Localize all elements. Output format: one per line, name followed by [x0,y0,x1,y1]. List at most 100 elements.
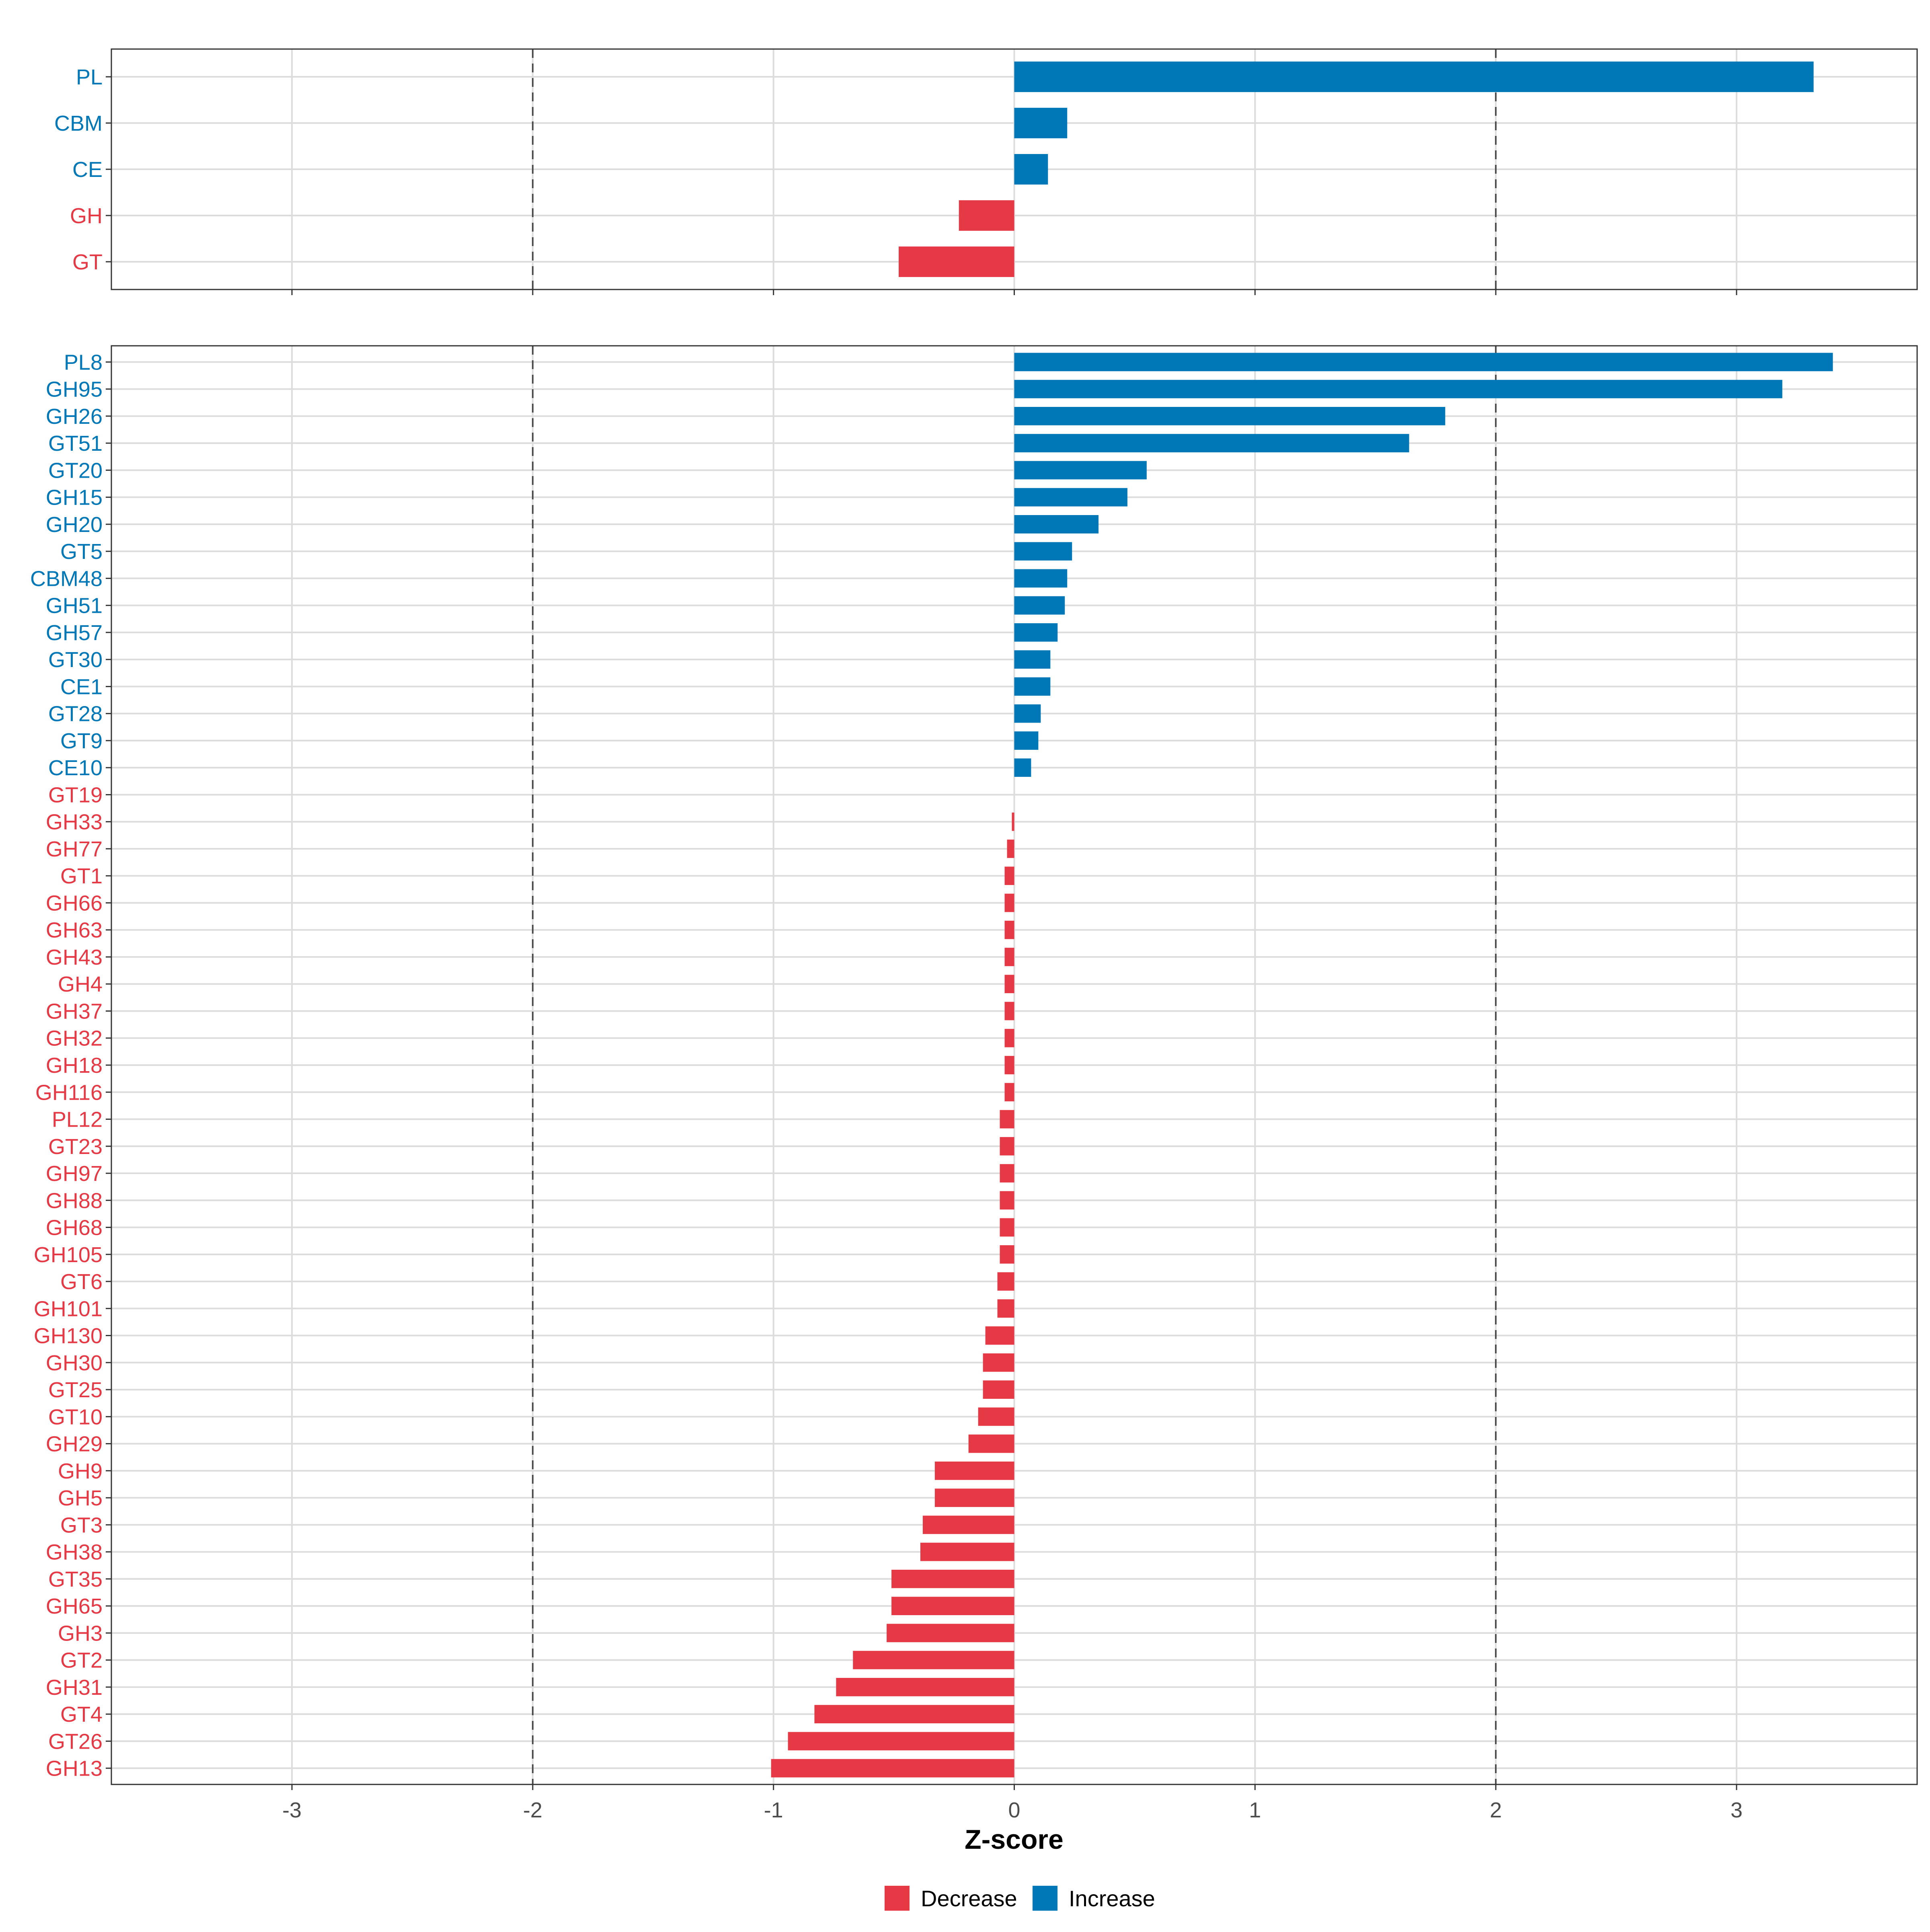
bar-GT [899,246,1014,277]
y-tick-label: GH30 [46,1351,103,1375]
bar-GH37 [1004,1002,1014,1020]
bar-GT20 [1014,461,1147,480]
bar-GH43 [1004,948,1014,966]
y-tick-label: GH68 [46,1216,103,1240]
y-tick-label: PL [76,65,103,89]
y-tick-label: CBM [54,111,103,136]
y-tick-label: GT4 [60,1702,103,1727]
bar-GH63 [1004,920,1014,939]
bar-GH101 [997,1299,1014,1318]
y-tick-label: GH29 [46,1432,103,1456]
bar-GH57 [1014,623,1058,642]
y-tick-label: GT28 [48,702,103,726]
bar-PL [1014,62,1814,92]
y-tick-label: GH43 [46,945,103,969]
y-tick-label: GH57 [46,621,103,645]
y-tick-label: GT19 [48,783,103,807]
bar-GH4 [1004,975,1014,994]
y-tick-label: GH26 [46,404,103,429]
bar-GH32 [1004,1029,1014,1047]
y-tick-label: GH4 [58,972,103,996]
y-tick-label: GH130 [34,1324,103,1348]
bar-GH65 [891,1597,1014,1615]
bar-GH116 [1004,1083,1014,1102]
bar-GH15 [1014,488,1127,507]
y-tick-label: GH65 [46,1594,103,1618]
bar-GH26 [1014,407,1445,425]
y-tick-label: PL12 [52,1108,103,1132]
bar-PL12 [1000,1110,1014,1129]
bar-GH66 [1004,893,1014,912]
y-tick-label: GT5 [60,540,103,564]
bar-GH68 [1000,1218,1014,1237]
bar-GT30 [1014,650,1051,669]
bar-GT23 [1000,1137,1014,1156]
legend-label-decrease: Decrease [921,1886,1017,1911]
y-tick-label: GH18 [46,1053,103,1078]
y-tick-label: GT3 [60,1513,103,1537]
bar-GH9 [934,1461,1014,1480]
bar-PL8 [1014,353,1833,372]
x-tick-label: 3 [1731,1798,1743,1822]
bar-CE1 [1014,677,1051,696]
y-tick-label: GH32 [46,1027,103,1051]
y-tick-label: GH63 [46,918,103,942]
bar-CBM48 [1014,569,1068,588]
bar-GT28 [1014,704,1041,723]
bar-CBM [1014,108,1068,138]
x-tick-label: -2 [523,1798,542,1822]
y-tick-label: GT51 [48,431,103,456]
x-tick-label: 1 [1249,1798,1261,1822]
y-tick-label: GH9 [58,1459,103,1483]
bar-GT10 [978,1407,1014,1426]
x-tick-label: -1 [764,1798,783,1822]
bar-GH77 [1007,840,1014,858]
bar-GH30 [983,1353,1014,1372]
x-tick-label: -3 [282,1798,302,1822]
y-tick-label: GT10 [48,1405,103,1429]
bar-GT35 [891,1569,1014,1588]
bar-GH105 [1000,1245,1014,1264]
bar-GH88 [1000,1191,1014,1210]
y-tick-label: GT30 [48,648,103,672]
top-panel: PL CBM CE GH GT [54,48,1918,295]
bar-GH38 [920,1542,1014,1561]
bar-GH18 [1004,1056,1014,1074]
y-tick-label: GH95 [46,378,103,402]
y-tick-label: GH13 [46,1757,103,1781]
y-tick-label: GT25 [48,1378,103,1402]
y-tick-label: GH38 [46,1540,103,1564]
bar-GH97 [1000,1164,1014,1183]
bar-CE [1014,154,1048,185]
y-tick-label: GH105 [34,1243,103,1267]
y-tick-label: GH15 [46,486,103,510]
bar-GT5 [1014,542,1072,561]
y-tick-label: CBM48 [30,567,103,591]
legend: Decrease Increase [885,1886,1155,1911]
y-tick-label: GH5 [58,1486,103,1510]
bar-GH95 [1014,380,1782,398]
bar-GT4 [814,1705,1014,1724]
bar-GT26 [788,1732,1014,1751]
y-tick-label: GH31 [46,1675,103,1700]
bar-GH33 [1012,812,1014,831]
y-tick-label: GT23 [48,1135,103,1159]
x-axis: -3 -2 -1 0 1 2 3 [282,1798,1743,1822]
bar-GH31 [836,1678,1014,1696]
bar-GH51 [1014,596,1065,615]
y-tick-label: GT9 [60,729,103,753]
y-tick-label: GH20 [46,513,103,537]
y-tick-label: GH3 [58,1621,103,1645]
y-tick-label: GH33 [46,810,103,834]
x-axis-title: Z-score [965,1824,1064,1855]
x-tick-label: 0 [1008,1798,1020,1822]
bar-GH [959,200,1014,231]
y-tick-label: GH101 [34,1297,103,1321]
bar-GT6 [997,1272,1014,1291]
bar-GT3 [922,1515,1014,1534]
y-tick-label: GH88 [46,1189,103,1213]
legend-swatch-increase [1033,1886,1057,1911]
